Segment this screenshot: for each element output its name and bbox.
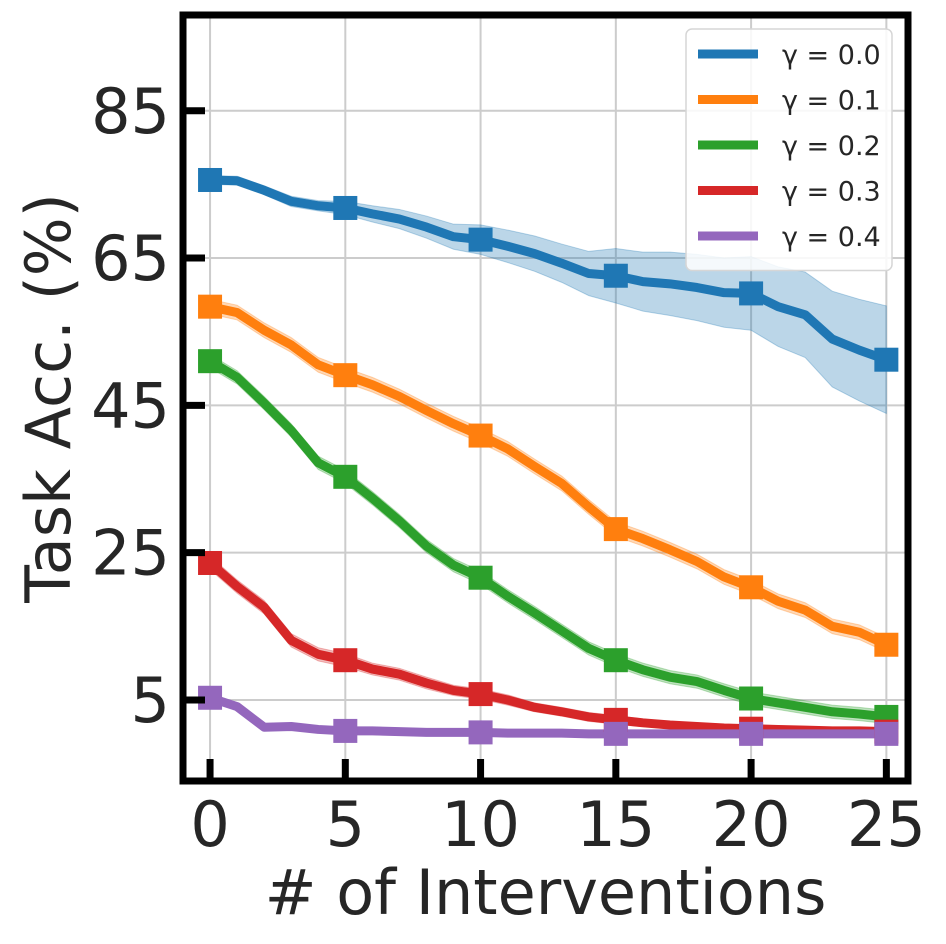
legend-label: γ = 0.2 [782,131,881,162]
legend-label: γ = 0.3 [782,177,881,208]
data-point-marker [333,464,358,489]
data-point-marker [198,294,223,319]
data-point-marker [333,718,358,743]
data-point-marker [333,363,358,388]
legend-label: γ = 0.1 [782,86,881,117]
data-point-marker [874,721,899,746]
confidence-band-2 [209,353,887,725]
data-point-marker [739,686,764,711]
series-line-1 [205,302,891,650]
legend-label: γ = 0.0 [782,40,881,71]
y-tick-label: 65 [91,222,170,295]
data-point-marker [468,682,493,707]
series-markers [198,167,899,746]
data-point-marker [333,648,358,673]
x-axis-label: # of Interventions [265,856,827,929]
data-point-marker [468,565,493,590]
y-axis-label: Task Acc. (%) [12,193,85,604]
legend-label: γ = 0.4 [782,222,881,253]
series-line-2 [205,356,891,722]
data-point-marker [468,423,493,448]
data-point-marker [603,721,628,746]
data-point-marker [874,347,899,372]
plot-frame [179,11,912,785]
series-line-0 [205,175,891,365]
series-line-3 [205,558,891,737]
data-point-marker [603,648,628,673]
data-point-marker [198,349,223,374]
data-point-marker [874,632,899,657]
legend: γ = 0.0 γ = 0.1 γ = 0.2 γ = 0.3 γ = 0.4 [685,28,893,272]
x-tick-label: 15 [576,788,655,861]
series-lines [205,175,891,739]
y-tick-label: 5 [131,664,170,737]
series-line-4 [205,693,891,739]
data-point-marker [739,721,764,746]
legend-box [685,28,893,272]
data-point-marker [198,167,223,192]
data-point-marker [739,281,764,306]
x-tick-label: 20 [712,788,791,861]
y-tick-label: 45 [91,369,170,442]
x-tick-label: 0 [190,788,229,861]
y-tick-label: 85 [91,75,170,148]
data-point-marker [333,195,358,220]
x-tick-label: 25 [847,788,926,861]
data-point-marker [468,227,493,252]
data-point-marker [739,575,764,600]
x-tick-label: 10 [441,788,520,861]
data-point-marker [468,720,493,745]
y-tick-label: 25 [91,517,170,590]
data-point-marker [603,263,628,288]
x-tick-label: 5 [326,788,365,861]
data-point-marker [603,517,628,542]
